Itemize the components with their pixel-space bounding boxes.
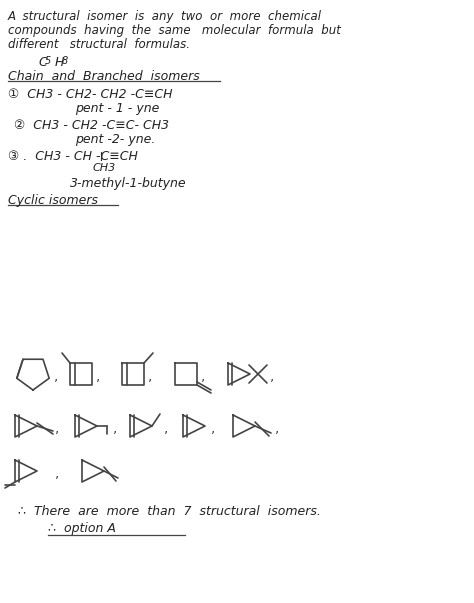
Text: ②  CH3 - CH2 -C≡C- CH3: ② CH3 - CH2 -C≡C- CH3 bbox=[14, 119, 169, 132]
Text: ③ .  CH3 - CH -C≡CH: ③ . CH3 - CH -C≡CH bbox=[8, 150, 138, 163]
Text: ,: , bbox=[148, 369, 152, 383]
Text: ,: , bbox=[55, 421, 59, 435]
Text: 3-methyl-1-butyne: 3-methyl-1-butyne bbox=[70, 177, 187, 190]
Text: ,: , bbox=[211, 421, 215, 435]
Text: Chain  and  Branched  isomers: Chain and Branched isomers bbox=[8, 70, 200, 83]
Text: ①  CH3 - CH2- CH2 -C≡CH: ① CH3 - CH2- CH2 -C≡CH bbox=[8, 88, 173, 101]
Text: C: C bbox=[38, 56, 47, 69]
Text: different   structural  formulas.: different structural formulas. bbox=[8, 38, 190, 51]
Text: ∴  option A: ∴ option A bbox=[48, 522, 116, 535]
Text: 8: 8 bbox=[62, 56, 68, 66]
Text: compounds  having  the  same   molecular  formula  but: compounds having the same molecular form… bbox=[8, 24, 341, 37]
Text: A  structural  isomer  is  any  two  or  more  chemical: A structural isomer is any two or more c… bbox=[8, 10, 322, 23]
Text: CH3: CH3 bbox=[93, 163, 116, 173]
Text: ,: , bbox=[164, 421, 168, 435]
Text: ,: , bbox=[54, 369, 58, 383]
Text: ,: , bbox=[96, 369, 100, 383]
Text: ,: , bbox=[55, 466, 59, 480]
Text: ,: , bbox=[113, 421, 118, 435]
Text: ,: , bbox=[275, 421, 279, 435]
Text: pent - 1 - yne: pent - 1 - yne bbox=[75, 102, 159, 115]
Text: H: H bbox=[51, 56, 64, 69]
Text: pent -2- yne.: pent -2- yne. bbox=[75, 133, 155, 146]
Text: 5: 5 bbox=[45, 56, 51, 66]
Text: ,: , bbox=[270, 369, 274, 383]
Text: ,: , bbox=[201, 369, 205, 383]
Text: ∴  There  are  more  than  7  structural  isomers.: ∴ There are more than 7 structural isome… bbox=[18, 505, 321, 518]
Text: Cyclic isomers: Cyclic isomers bbox=[8, 194, 98, 207]
